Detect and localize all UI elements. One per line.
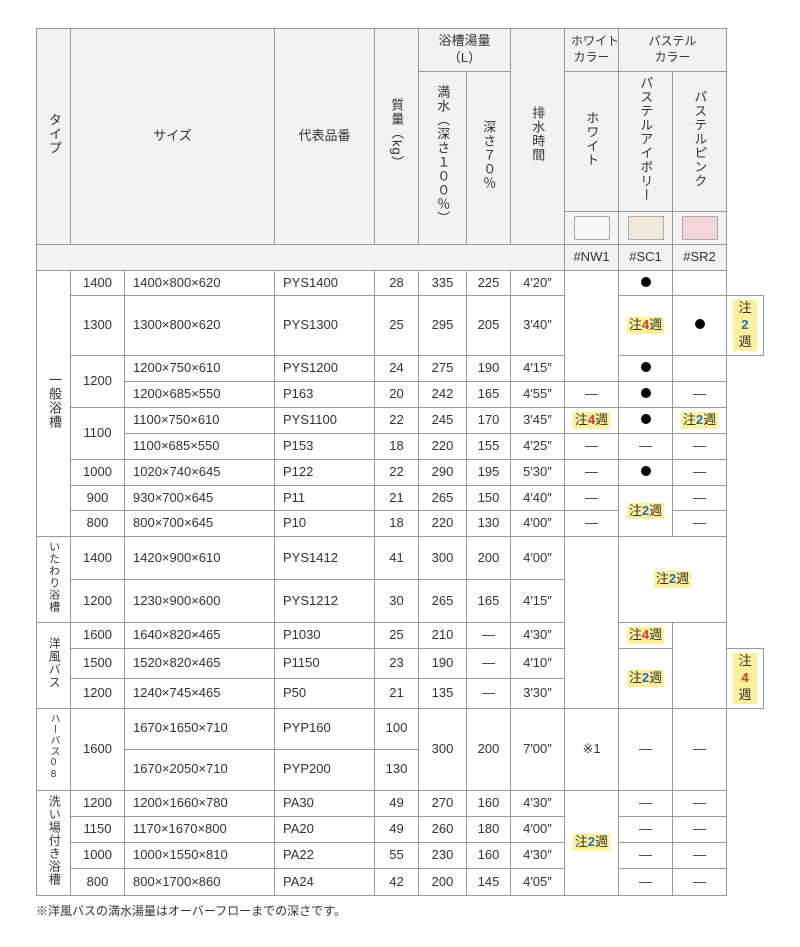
dot-icon (641, 414, 651, 424)
type-label: いたわり浴槽 (46, 541, 60, 613)
table-body: 一般浴槽 14001400×800×620PYS1400 283352254′2… (37, 270, 764, 895)
hdr-size: サイズ (71, 29, 275, 245)
dot-icon (695, 319, 705, 329)
hdr-drain: 排水時間 (528, 106, 548, 162)
note-cell: 注2週 (619, 485, 673, 537)
dot-icon (641, 362, 651, 372)
note-cell: 注4週 (619, 296, 673, 356)
swatch-pink (682, 216, 718, 240)
dot-icon (641, 277, 651, 287)
type-label: 洗い場付き浴槽 (46, 795, 62, 886)
table-row: 11501170×1670×800PA20 492601804′00″ —— (37, 816, 764, 842)
hdr-ivory: パステルアイボリー (636, 76, 656, 202)
code-pink: #SR2 (673, 244, 727, 270)
hdr-70: 深さ７０％ (479, 120, 499, 190)
hdr-white-group: ホワイト カラー (565, 29, 619, 72)
dot-icon (641, 388, 651, 398)
note-cell: 注2週 (619, 537, 727, 623)
swatch-ivory (628, 216, 664, 240)
type-label: ハーバス08 (47, 713, 60, 781)
hdr-full: 満水（深さ１００％） (433, 85, 453, 225)
table-row: 13001300×800×620PYS1300 252952053′40″ 注4… (37, 296, 764, 356)
table-row: 11001100×750×610PYS1100 222451703′45″ 注4… (37, 407, 764, 433)
hdr-volume-group: 浴槽湯量 （L） (419, 29, 511, 72)
table-row: 900930×700×645P11 212651504′40″ — 注2週 — (37, 485, 764, 511)
footnote-text: ※洋風バスの満水湯量はオーバーフローまでの深さです。 (36, 902, 764, 919)
note-cell: 注2週 (727, 296, 764, 356)
note-cell: 注2週 (619, 649, 673, 709)
note-cell: 注4週 (565, 407, 619, 433)
table-row: 洗い場付き浴槽 12001200×1660×780PA30 492701604′… (37, 790, 764, 816)
hdr-pastel-group: パステル カラー (619, 29, 727, 72)
table-row: ハーバス08 16001670×1650×710PYP160 100 30020… (37, 708, 764, 749)
table-row: 10001020×740×645P122 222901955′30″ —— (37, 459, 764, 485)
note-cell: 注4週 (619, 623, 673, 649)
swatch-white (574, 216, 610, 240)
code-white: #NW1 (565, 244, 619, 270)
hdr-type: タイプ (45, 113, 62, 155)
table-row: 10001000×1550×810PA22 552301604′30″ —— (37, 843, 764, 869)
type-label: 一般浴槽 (45, 373, 62, 429)
table-header: タイプ サイズ 代表品番 質量（kg） 浴槽湯量 （L） 排水時間 ホワイト カ… (37, 29, 764, 271)
table-row: 一般浴槽 14001400×800×620PYS1400 283352254′2… (37, 270, 764, 296)
note-cell: 注4週 (727, 649, 764, 709)
note-cell: 注2週 (565, 790, 619, 895)
hdr-white: ホワイト (582, 111, 602, 167)
bathtub-spec-table: タイプ サイズ 代表品番 質量（kg） 浴槽湯量 （L） 排水時間 ホワイト カ… (36, 28, 764, 896)
table-row: いたわり浴槽 14001420×900×610PYS1412 413002004… (37, 537, 764, 580)
table-row: 洋風バス 16001640×820×465P1030 25210—4′30″ 注… (37, 623, 764, 649)
code-ivory: #SC1 (619, 244, 673, 270)
hdr-pink: パステルピンク (690, 90, 710, 188)
hdr-weight: 質量（kg） (387, 98, 407, 170)
note-cell: 注2週 (673, 407, 727, 433)
hdr-model: 代表品番 (275, 29, 375, 245)
table-row: 1200×685×550P163 202421654′55″ —— (37, 382, 764, 408)
type-label: 洋風バス (46, 637, 62, 689)
table-row: 800800×1700×860PA24 422001454′05″ —— (37, 869, 764, 895)
table-row: 1100×685×550P153 182201554′25″ ——— (37, 433, 764, 459)
table-row: 12001200×750×610PYS1200 242751904′15″ (37, 356, 764, 382)
dot-icon (641, 466, 651, 476)
table-row: 15001520×820×465P1150 23190—4′10″ 注2週 注4… (37, 649, 764, 679)
